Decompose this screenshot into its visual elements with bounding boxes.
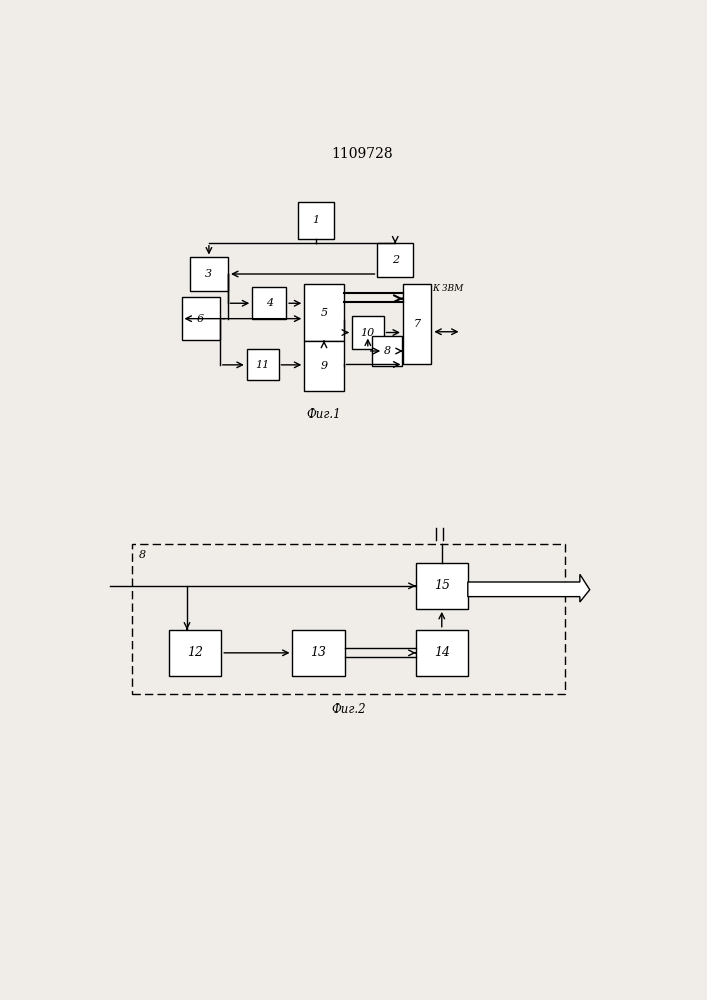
Bar bbox=[403, 284, 431, 364]
Text: 15: 15 bbox=[434, 579, 450, 592]
Text: 4: 4 bbox=[266, 298, 273, 308]
Bar bbox=[190, 257, 228, 291]
Text: 3: 3 bbox=[205, 269, 213, 279]
Text: 1109728: 1109728 bbox=[332, 147, 393, 161]
Bar bbox=[252, 287, 286, 319]
Polygon shape bbox=[468, 574, 590, 602]
Bar bbox=[182, 297, 220, 340]
Text: К ЗВМ: К ЗВМ bbox=[433, 284, 464, 293]
Text: 13: 13 bbox=[310, 646, 327, 659]
Text: Фиг.1: Фиг.1 bbox=[307, 408, 341, 421]
Text: 1: 1 bbox=[312, 215, 320, 225]
Bar bbox=[169, 630, 221, 676]
Bar bbox=[304, 341, 344, 391]
Bar bbox=[352, 316, 384, 349]
Text: 6: 6 bbox=[197, 314, 204, 324]
Bar bbox=[247, 349, 279, 380]
Text: 8: 8 bbox=[139, 550, 146, 560]
Bar bbox=[378, 243, 413, 277]
Text: 2: 2 bbox=[392, 255, 399, 265]
Bar bbox=[416, 563, 468, 609]
Text: 11: 11 bbox=[255, 360, 270, 370]
Bar bbox=[372, 336, 402, 366]
Text: 10: 10 bbox=[361, 328, 375, 338]
Bar bbox=[293, 630, 344, 676]
Text: 12: 12 bbox=[187, 646, 203, 659]
Bar bbox=[298, 202, 334, 239]
Text: 8: 8 bbox=[383, 346, 390, 356]
Text: 14: 14 bbox=[434, 646, 450, 659]
Bar bbox=[132, 544, 565, 694]
Text: Фиг.2: Фиг.2 bbox=[332, 703, 366, 716]
Text: 9: 9 bbox=[320, 361, 327, 371]
Text: 7: 7 bbox=[414, 319, 421, 329]
Bar bbox=[416, 630, 468, 676]
Bar bbox=[304, 284, 344, 341]
Text: 5: 5 bbox=[320, 308, 327, 318]
